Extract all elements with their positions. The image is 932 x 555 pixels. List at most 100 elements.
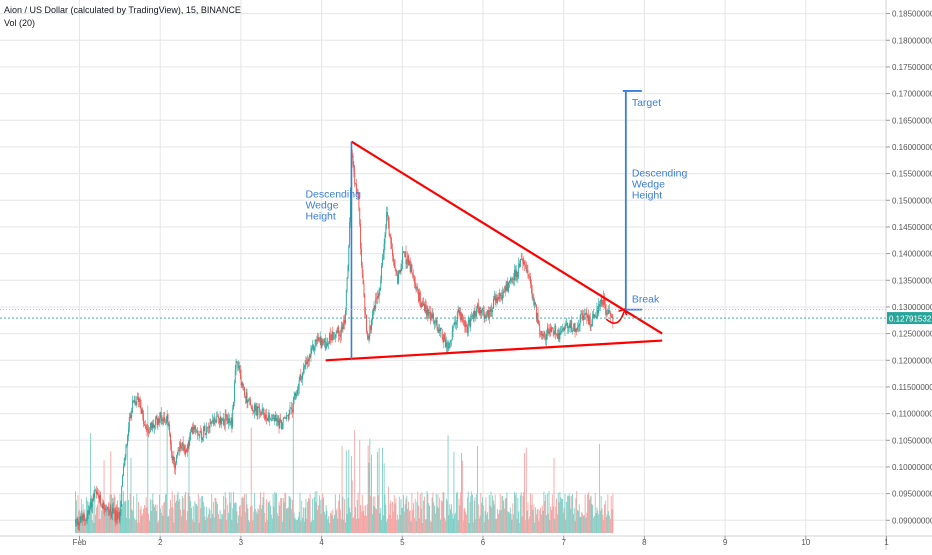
volume-bar — [543, 491, 545, 533]
volume-bar — [85, 497, 87, 533]
volume-bar — [610, 495, 612, 533]
volume-bar — [413, 503, 415, 533]
candle-body — [193, 427, 195, 430]
candle-body — [537, 312, 539, 324]
volume-bar — [497, 509, 499, 533]
volume-bar — [349, 507, 351, 533]
volume-bar — [413, 517, 415, 533]
candle-body — [284, 417, 286, 419]
candle-body — [345, 290, 347, 311]
candle-body — [141, 409, 143, 414]
candle-body — [209, 422, 211, 428]
volume-bar — [162, 515, 164, 533]
volume-bar — [139, 509, 141, 533]
candle-body — [478, 308, 480, 314]
candle-body — [276, 418, 277, 421]
candle-body — [281, 423, 283, 430]
candle-body — [110, 506, 112, 518]
volume-bar — [177, 491, 179, 533]
volume-bar — [412, 509, 414, 533]
candle-body — [149, 423, 151, 433]
volume-bar — [597, 510, 599, 533]
candle-body — [224, 414, 226, 426]
candle-body — [259, 407, 261, 413]
candle-body — [161, 419, 163, 421]
volume-bar — [379, 513, 381, 533]
candle-body — [553, 331, 555, 334]
candle-body — [250, 405, 252, 408]
candle-body — [80, 516, 81, 523]
volume-bar — [522, 495, 524, 533]
candle-body — [264, 416, 266, 420]
volume-bar — [363, 506, 365, 533]
volume-bar — [374, 496, 376, 533]
candle-body — [196, 430, 198, 434]
volume-bar — [330, 511, 332, 533]
volume-bar — [479, 515, 481, 533]
volume-bar — [531, 494, 533, 533]
grid — [0, 0, 886, 536]
candle-body — [180, 442, 182, 449]
candle-body — [140, 405, 142, 414]
candle-body — [603, 296, 605, 306]
candle-body — [559, 332, 561, 339]
candle-body — [300, 374, 302, 377]
volume-bar — [600, 496, 602, 533]
volume-bar — [461, 452, 462, 533]
volume-bar — [334, 494, 336, 533]
volume-bar — [256, 513, 258, 533]
volume-bar — [191, 519, 193, 533]
candle-body — [572, 329, 574, 332]
candle-body — [297, 387, 299, 390]
candle-body — [356, 192, 358, 194]
volume-bar — [284, 492, 286, 533]
volume-bar — [237, 522, 239, 533]
candle-body — [595, 317, 597, 318]
candle-body — [438, 329, 440, 333]
volume-bar — [310, 522, 312, 533]
volume-bar — [224, 492, 226, 533]
volume-bar — [344, 499, 346, 533]
volume-bar — [526, 510, 528, 533]
candle-body — [155, 416, 157, 420]
volume-bar — [505, 497, 507, 533]
volume-bar — [426, 491, 428, 533]
candle-body — [522, 259, 524, 265]
candle-body — [85, 519, 87, 522]
volume-bar — [93, 522, 95, 533]
candle-body — [159, 412, 161, 419]
volume-bar — [368, 462, 370, 533]
candle-body — [187, 445, 189, 448]
volume-bar — [105, 506, 107, 533]
candle-body — [136, 396, 138, 405]
candle-body — [79, 522, 81, 526]
candle-body — [103, 502, 105, 509]
candle-body — [313, 344, 314, 351]
candle-body — [564, 327, 566, 331]
volume-bar — [233, 503, 235, 533]
candle-body — [586, 312, 588, 318]
wedge-lines — [325, 140, 663, 362]
volume-bar — [335, 510, 337, 533]
volume-bar — [422, 522, 424, 533]
candle-body — [165, 421, 167, 423]
wedge-lower-trendline[interactable] — [325, 339, 663, 362]
volume-bar — [267, 501, 269, 533]
candle-body — [341, 327, 343, 330]
volume-bar — [583, 514, 585, 533]
candle-body — [556, 334, 557, 335]
volume-bars — [75, 405, 614, 533]
candle-body — [397, 270, 399, 284]
candle-body — [118, 513, 120, 521]
candle-body — [339, 335, 341, 336]
candle-body — [376, 298, 378, 299]
volume-bar — [366, 504, 368, 533]
candle-body — [82, 515, 84, 521]
candle-body — [124, 457, 126, 460]
wedge-upper-trendline[interactable] — [350, 140, 663, 335]
volume-bar — [281, 497, 282, 533]
candle-body — [286, 415, 288, 416]
volume-bar — [524, 520, 526, 533]
